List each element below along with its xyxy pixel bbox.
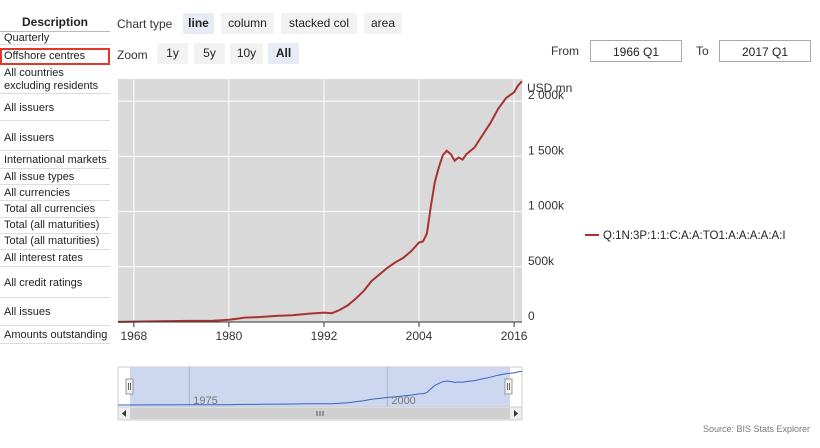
navigator-track [117, 366, 523, 408]
sidebar-item-6[interactable]: All issue types [0, 170, 110, 185]
x-tick-label: 1968 [120, 329, 147, 343]
sidebar-item-4[interactable]: All issuers [0, 126, 110, 151]
x-tick-label: 1980 [216, 329, 243, 343]
x-tick-label: 1992 [311, 329, 338, 343]
sidebar-item-12[interactable]: All credit ratings [0, 270, 110, 298]
sidebar-item-11[interactable]: All interest rates [0, 251, 110, 267]
chart-type-label: Chart type [117, 17, 173, 31]
zoom-button-1y[interactable]: 1y [157, 43, 188, 64]
navigator-tick-label: 2000 [391, 395, 415, 407]
chart-type-button-column[interactable]: column [221, 13, 274, 34]
sidebar-item-13[interactable]: All issues [0, 300, 110, 326]
x-tick-label: 2016 [501, 329, 528, 343]
navigator-handle-right[interactable] [504, 378, 513, 395]
to-date-input[interactable]: 2017 Q1 [719, 40, 811, 62]
scroll-right-arrow-icon[interactable] [514, 410, 518, 417]
sidebar-item-9[interactable]: Total (all maturities) [0, 218, 110, 234]
from-date-input[interactable]: 1966 Q1 [590, 40, 682, 62]
sidebar-item-1[interactable]: Offshore centres [0, 48, 110, 65]
sidebar-header: Description [0, 14, 110, 32]
legend-label: Q:1N:3P:1:1:C:A:A:TO1:A:A:A:A:A:I [603, 230, 786, 242]
navigator-window[interactable] [130, 367, 510, 407]
zoom-button-10y[interactable]: 10y [230, 43, 263, 64]
y-tick-label: 1 500k [528, 143, 565, 157]
y-tick-label: 1 000k [528, 199, 565, 213]
sidebar-item-8[interactable]: Total all currencies [0, 202, 110, 218]
scrollbar-grip-icon [316, 411, 324, 416]
zoom-label: Zoom [117, 48, 148, 62]
to-label: To [696, 44, 709, 58]
navigator-tick-label: 1975 [193, 395, 217, 407]
from-label: From [551, 44, 579, 58]
navigator-line [117, 370, 523, 406]
sidebar-item-2[interactable]: All countries excluding residents [0, 66, 110, 94]
plot-area [118, 79, 522, 322]
chart-type-button-area[interactable]: area [364, 13, 402, 34]
scrollbar-thumb[interactable] [130, 408, 510, 419]
zoom-button-all[interactable]: All [268, 43, 299, 64]
sidebar-item-5[interactable]: International markets [0, 153, 110, 169]
navigator-handle-left[interactable] [125, 378, 134, 395]
scrollbar-track[interactable] [117, 406, 523, 421]
chart-type-button-line[interactable]: line [183, 13, 214, 34]
y-tick-label: 2 000k [528, 88, 565, 102]
chart-type-button-stacked-col[interactable]: stacked col [281, 13, 357, 34]
series-line [117, 80, 523, 323]
y-tick-label: 500k [528, 254, 555, 268]
sidebar-item-3[interactable]: All issuers [0, 97, 110, 121]
sidebar-item-7[interactable]: All currencies [0, 186, 110, 201]
zoom-button-5y[interactable]: 5y [194, 43, 225, 64]
sidebar-item-0[interactable]: Quarterly [0, 32, 110, 45]
x-tick-label: 2004 [406, 329, 433, 343]
source-note: Source: BIS Stats Explorer [702, 424, 810, 434]
y-tick-label: 0 [528, 309, 535, 323]
sidebar-item-10[interactable]: Total (all maturities) [0, 234, 110, 250]
y-axis-title: USD mn [527, 81, 572, 95]
sidebar-item-14[interactable]: Amounts outstanding [0, 328, 110, 344]
dimension-sidebar: Description Quarterly Offshore centres All… [0, 14, 110, 344]
scroll-left-arrow-icon[interactable] [122, 410, 126, 417]
